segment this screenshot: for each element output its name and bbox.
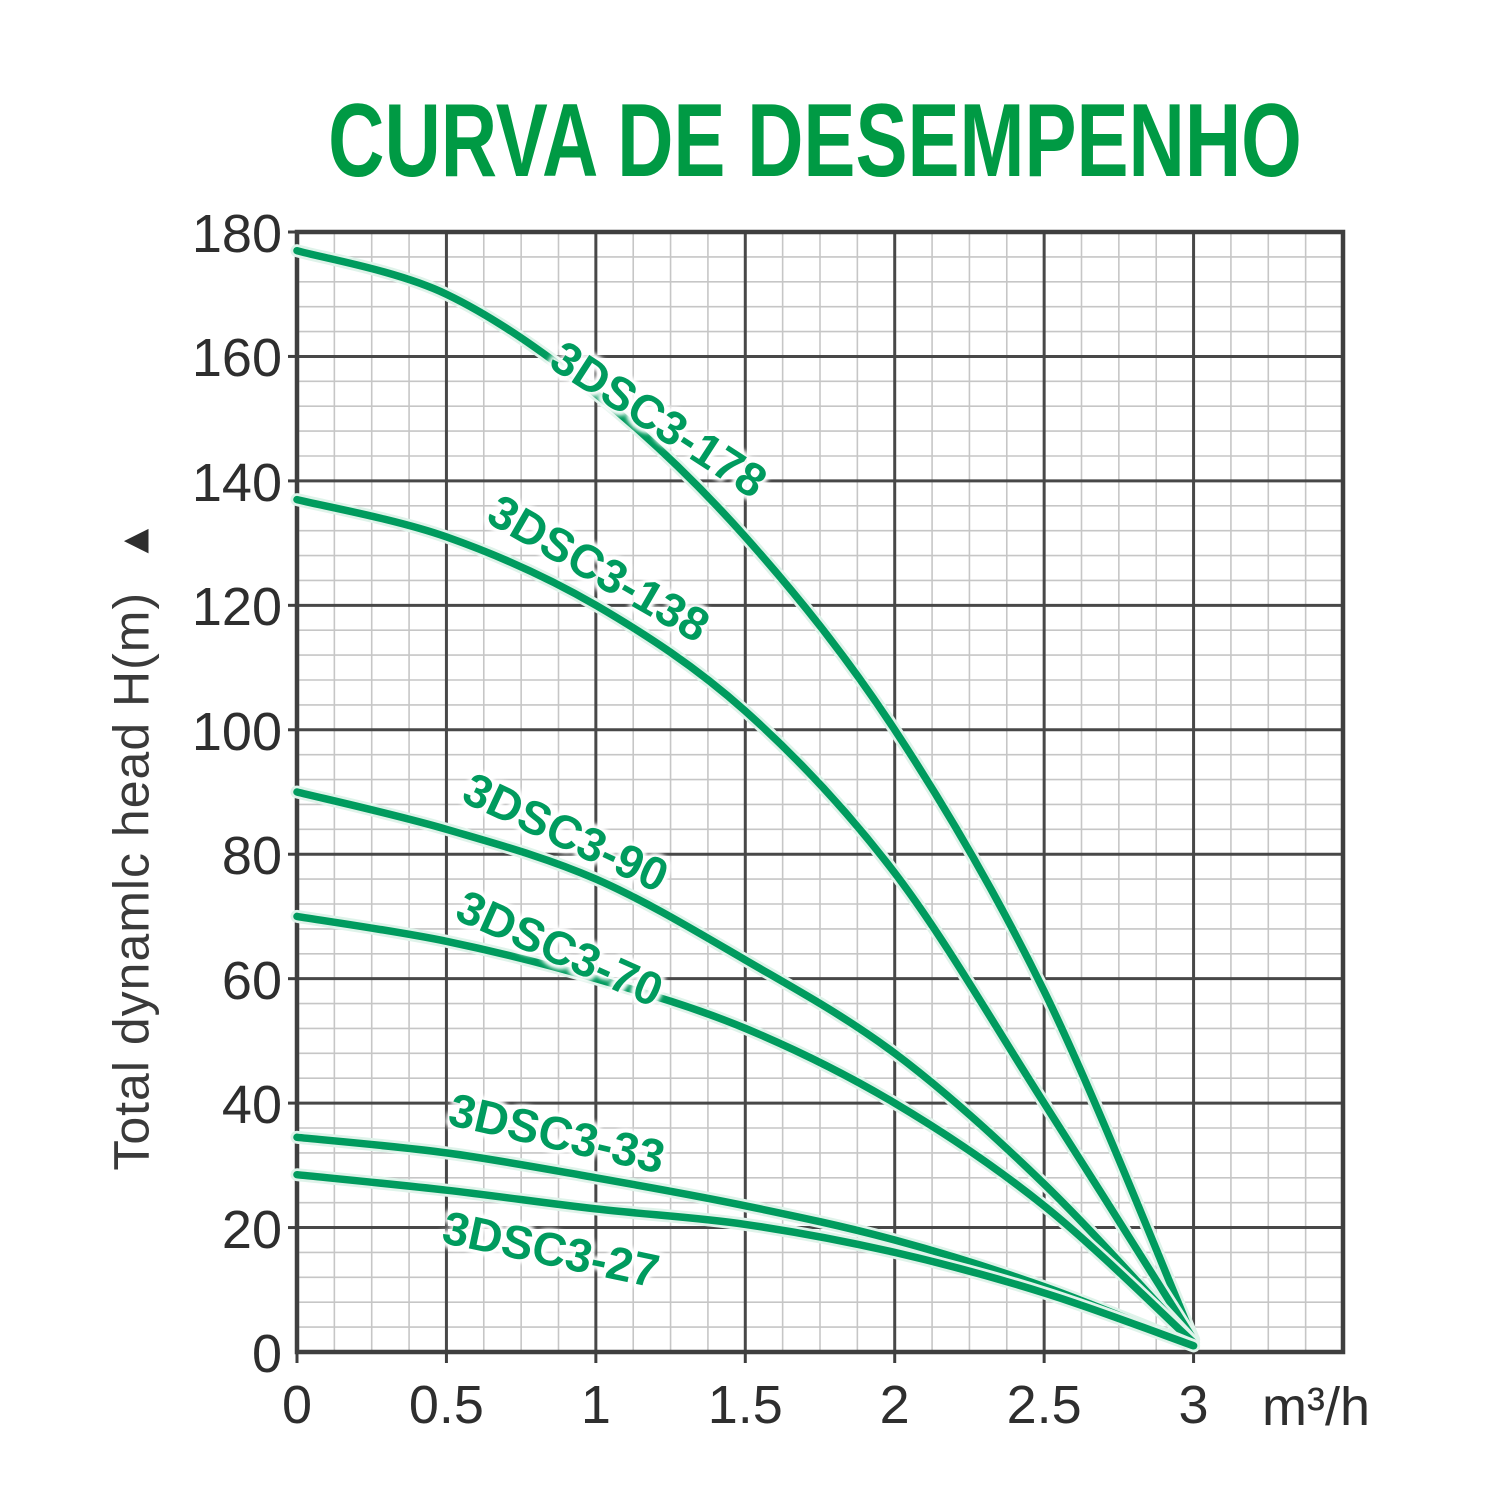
- x-tick-label: 1: [580, 1375, 611, 1435]
- curve-3dsc3-138: [293, 495, 1198, 1344]
- y-tick-label: 120: [191, 577, 282, 638]
- y-tick-label: 100: [191, 701, 282, 762]
- y-tick-label: 80: [221, 826, 282, 887]
- y-tick-label: 140: [191, 452, 282, 513]
- x-tick-label: 2: [879, 1375, 910, 1435]
- x-tick-label: 2.5: [1006, 1375, 1082, 1435]
- y-tick-label: 0: [251, 1324, 282, 1384]
- chart-title: CURVA DE DESEMPENHO: [328, 83, 1302, 199]
- curve-3dsc3-27: [293, 1170, 1198, 1350]
- x-tick-label: 0: [281, 1375, 313, 1435]
- curve-3dsc3-70: [293, 912, 1198, 1347]
- x-tick-label: 1.5: [707, 1375, 783, 1435]
- x-tick-label: 0.5: [408, 1375, 484, 1435]
- y-tick-label: 160: [191, 328, 282, 389]
- x-tick-label: 3: [1178, 1375, 1209, 1435]
- x-axis-unit-label: m³/h: [1262, 1377, 1370, 1437]
- y-tick-label: 60: [221, 950, 282, 1011]
- y-axis-up-arrow-icon: ▲: [111, 519, 158, 562]
- y-tick-label: 40: [221, 1075, 282, 1136]
- curve-3dsc3-178: [293, 246, 1198, 1344]
- y-tick-label: 20: [221, 1199, 282, 1260]
- y-tick-label: 180: [191, 204, 282, 264]
- curve-3dsc3-90: [293, 788, 1198, 1347]
